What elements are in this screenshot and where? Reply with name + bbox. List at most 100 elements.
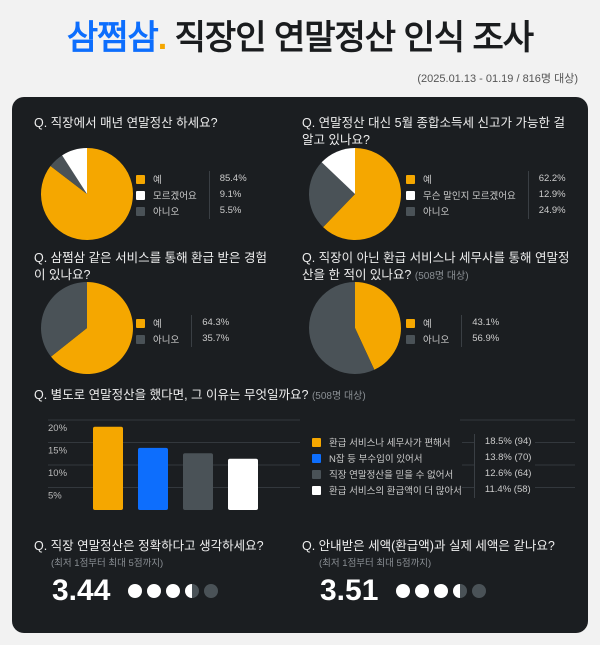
legend-label: 아니오	[423, 207, 450, 218]
legend-item: 모르겠어요	[136, 187, 197, 203]
pie-slice	[309, 162, 355, 228]
legend-value: 64.3%	[202, 317, 230, 328]
legend-swatch	[406, 190, 415, 200]
pie-slice	[323, 148, 401, 240]
legend: 예 아니오 64.3% 35.7%	[136, 315, 234, 347]
legend-label: 무슨 말인지 모르겠어요	[423, 191, 516, 202]
rating-dot	[396, 584, 411, 598]
legend-value: 5.5%	[219, 205, 242, 216]
legend-value: 11.4% (58)	[484, 484, 531, 495]
legend-value: 12.9%	[538, 189, 566, 200]
rating-dot	[147, 584, 162, 598]
y-tick-label: 5%	[48, 491, 62, 502]
pie-slice	[309, 282, 375, 374]
y-tick-label: 20%	[48, 423, 68, 434]
question-text: Q. 직장에서 매년 연말정산 하세요?	[34, 116, 218, 130]
legend-swatch	[136, 318, 145, 328]
pie-chart	[309, 282, 401, 374]
rating-dot	[434, 584, 449, 598]
rating-question: Q. 직장 연말정산은 정확하다고 생각하세요?	[34, 539, 264, 553]
legend-swatch	[312, 469, 321, 479]
legend-item: 환급 서비스나 세무사가 편해서	[312, 434, 462, 450]
legend-item: 직장 연말정산을 믿을 수 없어서	[312, 466, 462, 482]
legend-label: 예	[153, 175, 162, 186]
legend-value: 43.1%	[472, 317, 500, 328]
question-1: Q. 직장에서 매년 연말정산 하세요?	[34, 115, 284, 132]
y-tick-label: 15%	[48, 446, 68, 457]
question-4: Q. 직장이 아닌 환급 서비스나 세무사를 통해 연말정산을 한 적이 있나요…	[302, 250, 572, 285]
rating-scale-hint: (최저 1점부터 최대 5점까지)	[51, 558, 164, 569]
legend-swatch	[406, 174, 415, 184]
legend-swatch	[136, 334, 145, 344]
legend-item: 아니오	[136, 203, 197, 219]
bar	[228, 458, 258, 510]
legend-value: 9.1%	[219, 189, 242, 200]
question-text: Q. 연말정산 대신 5월 종합소득세 신고가 가능한 걸 알고 있나요?	[302, 116, 565, 147]
legend-value: 18.5% (94)	[484, 436, 532, 447]
legend-label: 아니오	[153, 207, 180, 218]
legend-swatch	[136, 174, 145, 184]
rating-dots	[128, 584, 219, 598]
rating-question: Q. 안내받은 세액(환급액)과 실제 세액은 같나요?	[302, 539, 555, 553]
legend-item: 예	[406, 315, 449, 331]
rating-row: 3.51	[320, 574, 568, 608]
rating-score: 3.51	[320, 574, 379, 607]
y-tick-label: 10%	[48, 468, 68, 479]
legend-values: 64.3% 35.7%	[191, 315, 234, 347]
rating-block: Q. 안내받은 세액(환급액)과 실제 세액은 같나요? (최저 1점부터 최대 …	[302, 538, 568, 608]
bar	[183, 453, 213, 510]
legend-label: 환급 서비스의 환급액이 더 많아서	[329, 486, 462, 497]
legend-values: 18.5% (94) 13.8% (70) 12.6% (64) 11.4% (58)	[473, 434, 536, 498]
question-text: Q. 삼쩜삼 같은 서비스를 통해 환급 받은 경험이 있나요?	[34, 251, 268, 282]
legend-label: 예	[423, 175, 432, 186]
legend-swatch	[312, 437, 321, 447]
rating-dot	[128, 584, 143, 598]
legend-value: 35.7%	[202, 333, 230, 344]
legend-swatch	[136, 206, 145, 216]
pie-slice	[51, 282, 133, 374]
legend-item: 아니오	[406, 331, 449, 347]
legend-swatch	[312, 453, 321, 463]
legend-item: N잡 등 부수입이 있어서	[312, 450, 462, 466]
legend-item: 예	[136, 315, 179, 331]
pie-slice	[62, 148, 87, 194]
legend: 예 무슨 말인지 모르겠어요 아니오 62.2% 12.9% 24.9%	[406, 171, 570, 219]
legend-value: 12.6% (64)	[484, 468, 532, 479]
legend-swatch	[312, 485, 321, 495]
pie-chart	[41, 148, 133, 240]
legend-item: 아니오	[136, 331, 179, 347]
pie-chart	[309, 148, 401, 240]
sample-note: (508명 대상)	[414, 271, 469, 282]
rating-dot	[415, 584, 430, 598]
legend-labels: 예 아니오	[136, 315, 179, 347]
legend-value: 56.9%	[472, 333, 500, 344]
rating-dots	[396, 584, 487, 598]
rating-dot	[204, 584, 219, 598]
bar	[138, 447, 168, 510]
legend-label: 모르겠어요	[153, 191, 197, 202]
page-title: 삼쩜삼. 직장인 연말정산 인식 조사	[0, 18, 600, 58]
rating-dot	[166, 584, 181, 598]
legend-swatch	[406, 206, 415, 216]
legend-labels: 예 아니오	[406, 315, 449, 347]
rating-block: Q. 직장 연말정산은 정확하다고 생각하세요? (최저 1점부터 최대 5점까지…	[34, 538, 300, 608]
legend-values: 43.1% 56.9%	[461, 315, 504, 347]
legend-values: 62.2% 12.9% 24.9%	[527, 171, 570, 219]
legend-value: 62.2%	[538, 173, 566, 184]
pie-slice	[40, 282, 87, 357]
question-2: Q. 연말정산 대신 5월 종합소득세 신고가 가능한 걸 알고 있나요?	[302, 115, 572, 149]
rating-scale-hint: (최저 1점부터 최대 5점까지)	[319, 558, 432, 569]
legend-value: 85.4%	[219, 173, 247, 184]
brand-dot: .	[157, 19, 168, 57]
rating-dot	[185, 584, 200, 598]
brand-logo: 삼쩜삼	[66, 19, 159, 57]
legend-label: 직장 연말정산을 믿을 수 없어서	[329, 470, 454, 481]
legend-label: N잡 등 부수입이 있어서	[329, 454, 423, 465]
pie-slice	[50, 155, 87, 194]
legend-values: 85.4% 9.1% 5.5%	[208, 171, 251, 219]
